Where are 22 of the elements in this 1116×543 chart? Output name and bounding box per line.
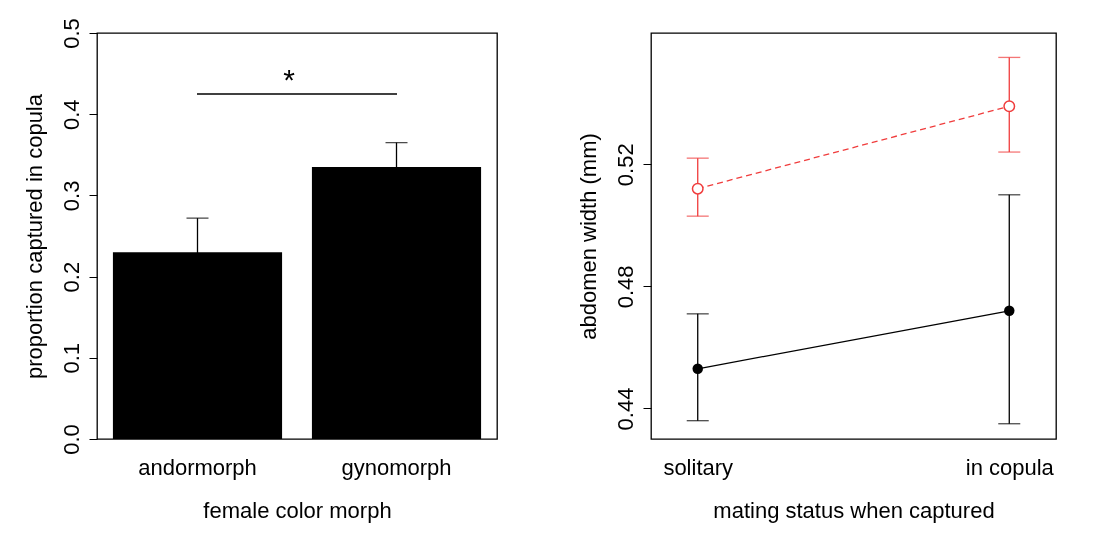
x-tick-label: gynomorph <box>341 454 452 480</box>
y-tick-label: 0.48 <box>612 265 638 309</box>
x-tick-label: andormorph <box>138 454 257 480</box>
y-tick-label: 0.44 <box>612 387 638 431</box>
point <box>692 363 703 375</box>
x-tick-label: in copula <box>965 454 1055 480</box>
point <box>1003 100 1016 113</box>
y-tick-label: 0.0 <box>58 424 84 455</box>
y-tick-label: 0.1 <box>58 343 84 374</box>
point <box>691 182 704 195</box>
y-tick-label: 0.5 <box>58 18 84 49</box>
x-axis-title: female color morph <box>203 497 392 523</box>
point <box>1004 305 1015 317</box>
y-tick-label: 0.4 <box>58 99 84 130</box>
y-tick-label: 0.3 <box>58 180 84 212</box>
y-tick-label: 0.2 <box>58 261 84 293</box>
y-tick-label: 0.52 <box>612 143 638 187</box>
x-axis-title: mating status when captured <box>713 497 995 523</box>
annotation: * <box>283 63 296 96</box>
x-tick-label: solitary <box>663 454 734 480</box>
y-axis-title: proportion captured in copula <box>21 93 47 379</box>
y-axis-title: abdomen width (mm) <box>575 133 601 340</box>
